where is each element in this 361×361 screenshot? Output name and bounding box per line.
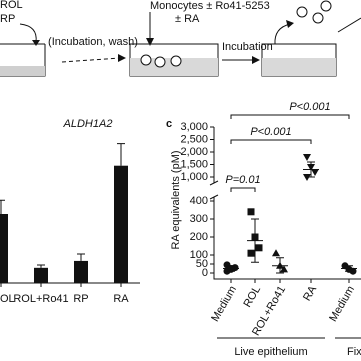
error-bar (77, 253, 85, 261)
arrowhead (146, 38, 154, 46)
axis-break (209, 180, 219, 200)
point (247, 249, 255, 257)
bar (114, 165, 128, 283)
y-axis-label: RA equivalents (pM) (170, 150, 182, 249)
mean-sd (272, 257, 288, 274)
mean-sd (247, 218, 263, 263)
bar (0, 214, 8, 283)
y-tick-label: 400 (190, 195, 208, 207)
x-tick-label: RA (113, 293, 129, 305)
panel-label: c (166, 118, 172, 130)
x-tick-label: ROL (241, 284, 263, 310)
x-tick-label: RP (73, 293, 88, 305)
y-tick-label: 200 (190, 231, 208, 243)
bar (34, 267, 48, 283)
mean-sd (223, 265, 239, 272)
arrow (61, 57, 121, 63)
cells-label: Monocytes ± Ro41-5253 (150, 0, 270, 12)
point (247, 208, 255, 216)
x-tick-label: ROL+Ro41 (13, 293, 68, 305)
point (311, 169, 319, 176)
x-tick-label: Medium (327, 284, 357, 324)
y-tick-label: 3,000 (180, 121, 208, 133)
p-value: P<0.001 (289, 101, 330, 113)
error-bar (117, 143, 125, 166)
mean-sd (341, 265, 357, 272)
medium (130, 58, 218, 76)
medium (0, 66, 45, 76)
diagram: ROL RP (Incubation, wash) Monocytes ± Ro… (0, 0, 361, 77)
arrowhead (286, 20, 294, 28)
error-bar (37, 264, 45, 268)
arrow (274, 23, 291, 45)
point (255, 244, 263, 252)
p-value: P<0.001 (250, 126, 291, 138)
y-tick-label: 2,500 (180, 133, 208, 145)
cells-label: ± RA (175, 13, 200, 25)
step-label: Incubation (222, 41, 273, 53)
p-value: P=0.01 (225, 174, 260, 186)
y-tick-label: 50 (196, 258, 208, 270)
bracket (230, 187, 256, 192)
x-tick-label: OL (0, 293, 15, 305)
group-label: Fixe (347, 346, 361, 358)
arrowhead (252, 56, 260, 64)
connector (337, 17, 361, 33)
bar (74, 260, 88, 283)
reagent: ROL (0, 0, 23, 11)
y-axis (213, 127, 361, 280)
bracket (230, 139, 312, 144)
mean-sd (303, 161, 319, 178)
y-tick-label: 0 (202, 267, 208, 279)
group-label: Live epithelium (234, 346, 307, 358)
arrowhead (32, 40, 40, 46)
point (280, 265, 288, 273)
point (272, 249, 280, 257)
monocytes (296, 0, 332, 24)
arrow (19, 23, 37, 43)
point (303, 154, 311, 161)
monocytes (140, 54, 182, 68)
y-tick-label: 100 (190, 249, 208, 261)
chart-title: ALDH1A2 (63, 118, 113, 130)
step-label: (Incubation, wash) (48, 36, 138, 48)
y-tick-label: 1,500 (180, 158, 208, 170)
arrowhead (118, 54, 126, 62)
reagent: RP (0, 13, 15, 25)
medium (262, 58, 336, 76)
x-tick-label: RA (301, 283, 319, 303)
y-tick-label: 300 (190, 213, 208, 225)
error-bar (0, 199, 5, 214)
x-tick-label: Medium (209, 284, 239, 324)
y-tick-label: 2,000 (180, 146, 208, 158)
bracket (230, 114, 350, 119)
y-tick-label: 1,000 (180, 171, 208, 183)
